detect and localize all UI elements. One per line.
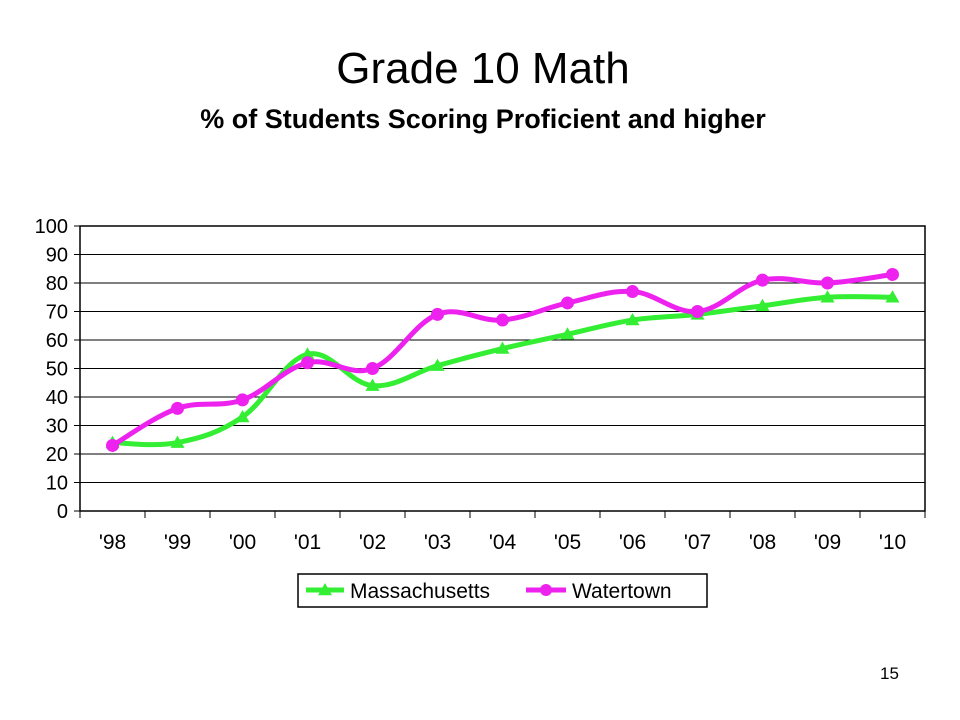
data-point-watertown-4 (366, 362, 379, 375)
series-line-watertown (111, 271, 893, 448)
y-tick-label-90: 90 (46, 245, 68, 267)
data-point-massachusetts-4 (365, 378, 380, 391)
data-point-massachusetts-1 (170, 435, 185, 448)
data-point-massachusetts-11 (820, 290, 835, 303)
data-point-massachusetts-10 (755, 298, 770, 312)
data-point-watertown-9 (691, 305, 704, 318)
data-point-watertown-1 (171, 401, 184, 415)
chart-title: Grade 10 Math (336, 44, 630, 93)
data-point-massachusetts-5 (430, 358, 445, 371)
x-tick-label-1: '99 (164, 531, 191, 554)
series-group (105, 267, 900, 452)
legend-label-watertown: Watertown (572, 580, 672, 603)
y-tick-label-10: 10 (46, 473, 68, 495)
x-tick-label-2: '00 (229, 531, 256, 554)
data-point-watertown-8 (626, 285, 639, 299)
y-tick-label-70: 70 (46, 302, 68, 324)
data-point-massachusetts-7 (560, 327, 575, 340)
x-tick-label-11: '09 (814, 531, 841, 554)
legend-box (297, 573, 708, 608)
data-point-massachusetts-8 (625, 313, 640, 326)
y-tick-label-0: 0 (57, 501, 68, 523)
x-tick-label-0: '98 (99, 531, 126, 554)
data-point-watertown-12 (886, 267, 899, 281)
data-point-watertown-2 (236, 393, 249, 407)
y-tick-label-100: 100 (35, 216, 68, 238)
data-point-watertown-0 (106, 438, 119, 452)
data-point-watertown-11 (821, 276, 834, 290)
plot-area-frame (79, 225, 926, 512)
gridlines (80, 225, 925, 512)
y-tick-label-50: 50 (46, 359, 68, 381)
x-tick-label-6: '04 (489, 531, 517, 554)
x-tick-label-7: '05 (554, 531, 581, 554)
x-tick-label-3: '01 (294, 531, 321, 554)
data-point-massachusetts-6 (495, 341, 510, 354)
legend: Massachusetts Watertown (297, 573, 708, 608)
slide-number: 15 (880, 664, 899, 683)
x-tick-label-8: '06 (619, 531, 646, 554)
legend-label-massachusetts: Massachusetts (350, 580, 490, 603)
axes: 0 10 20 30 40 50 60 70 80 90 100 '98 '99 '00 '01 '02 '03… (35, 216, 926, 554)
y-tick-label-20: 20 (46, 444, 68, 466)
x-tick-label-5: '03 (424, 531, 451, 554)
data-point-watertown-7 (561, 296, 574, 310)
x-tick-label-9: '07 (684, 531, 711, 554)
chart-subtitle: % of Students Scoring Proficient and hig… (200, 104, 766, 134)
data-point-watertown-5 (431, 307, 444, 321)
data-point-massachusetts-12 (885, 290, 900, 303)
legend-marker-watertown (540, 584, 552, 596)
x-tick-label-10: '08 (749, 531, 776, 554)
data-point-massachusetts-3 (300, 347, 315, 360)
y-tick-label-40: 40 (46, 387, 68, 409)
x-tick-label-4: '02 (359, 531, 386, 554)
y-tick-label-60: 60 (46, 330, 68, 352)
data-point-watertown-3 (301, 356, 314, 370)
data-point-massachusetts-2 (235, 409, 250, 423)
y-tick-label-80: 80 (46, 273, 68, 295)
x-tick-label-12: '10 (879, 531, 906, 554)
y-tick-label-30: 30 (46, 416, 68, 438)
data-point-watertown-6 (496, 313, 509, 327)
data-point-watertown-10 (756, 273, 769, 287)
legend-marker-massachusetts (318, 583, 332, 596)
